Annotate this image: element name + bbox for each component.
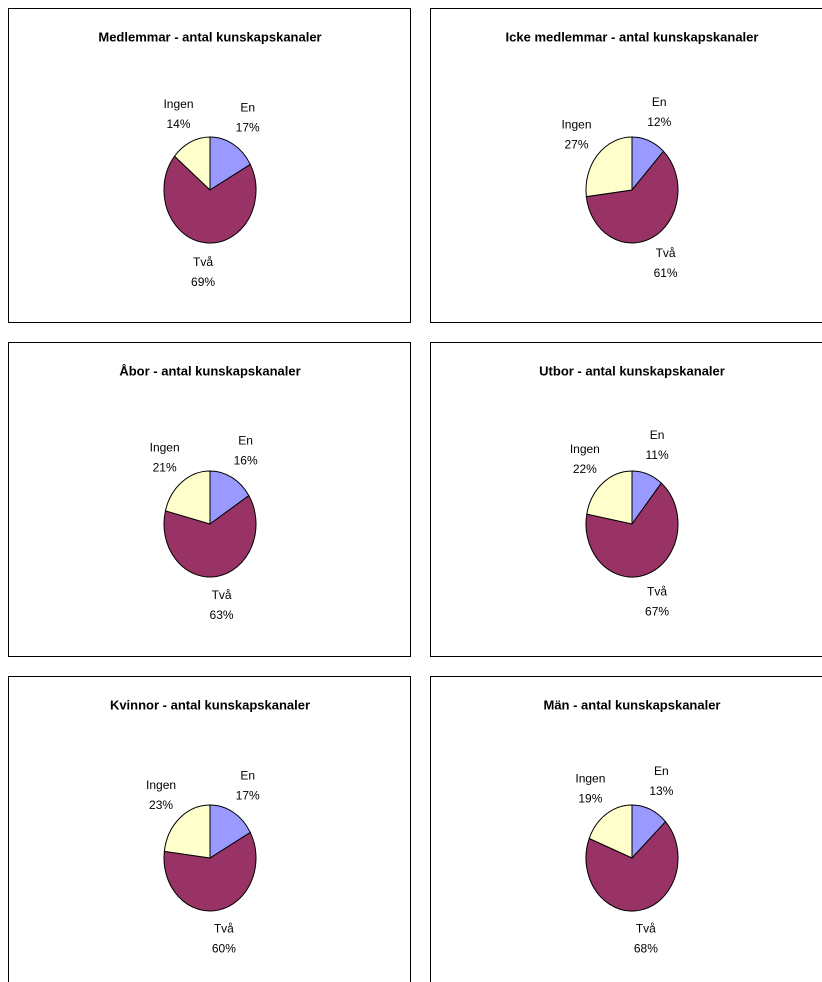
- pie-slice: [585, 820, 679, 912]
- slice-value: 23%: [149, 798, 173, 812]
- chart-title: Män - antal kunskapskanaler: [543, 697, 720, 712]
- pie-slice: [209, 804, 251, 859]
- slice-label: Ingen: [146, 778, 176, 792]
- slice-value: 14%: [166, 117, 190, 131]
- slice-label: Två: [636, 922, 656, 936]
- pie-slice: [585, 482, 679, 578]
- slice-label: En: [650, 428, 665, 442]
- pie-slice: [585, 150, 679, 244]
- slice-value: 11%: [645, 448, 668, 462]
- slice-value: 67%: [645, 604, 669, 618]
- slice-value: 17%: [236, 789, 260, 803]
- slice-value: 13%: [649, 784, 673, 798]
- slice-value: 22%: [573, 462, 597, 476]
- slice-label: Ingen: [150, 441, 180, 455]
- slice-label: Ingen: [570, 442, 600, 456]
- pie-slice: [209, 470, 250, 525]
- slice-label: Ingen: [575, 772, 605, 786]
- slice-value: 16%: [234, 453, 258, 467]
- slice-label: Två: [212, 588, 232, 602]
- chart-title: Utbor - antal kunskapskanaler: [539, 363, 725, 378]
- pie-slice: [588, 804, 633, 859]
- pie-slice: [586, 470, 633, 525]
- slice-value: 68%: [634, 942, 658, 956]
- slice-value: 60%: [212, 942, 236, 956]
- chart-title: Kvinnor - antal kunskapskanaler: [110, 697, 310, 712]
- pie-slice: [163, 831, 257, 912]
- slice-value: 21%: [153, 461, 177, 475]
- slice-label: Två: [656, 246, 676, 260]
- slice-label: En: [652, 95, 667, 109]
- slice-value: 19%: [578, 792, 602, 806]
- slice-value: 12%: [647, 115, 671, 129]
- slice-label: Två: [647, 584, 667, 598]
- slice-label: En: [240, 101, 255, 115]
- chart-title: Åbor - antal kunskapskanaler: [119, 363, 300, 378]
- pie-slice: [163, 155, 257, 244]
- slice-label: Två: [193, 255, 213, 269]
- slice-value: 61%: [654, 266, 678, 280]
- slice-label: En: [240, 769, 255, 783]
- pie-slice: [163, 804, 211, 859]
- pie-slice: [163, 494, 257, 578]
- slice-value: 17%: [236, 121, 260, 135]
- slice-value: 27%: [564, 137, 588, 151]
- slice-label: En: [654, 764, 669, 778]
- chart-title: Icke medlemmar - antal kunskapskanaler: [506, 29, 759, 44]
- chart-title: Medlemmar - antal kunskapskanaler: [98, 29, 321, 44]
- pie-slice: [173, 136, 211, 192]
- slice-label: Ingen: [561, 117, 591, 131]
- slice-label: Två: [214, 922, 234, 936]
- slice-label: Ingen: [163, 97, 193, 111]
- slice-value: 63%: [210, 608, 234, 622]
- pie-slice: [164, 470, 211, 525]
- slice-label: En: [238, 433, 253, 447]
- pie-slice: [585, 136, 633, 198]
- pie-slice: [209, 136, 251, 191]
- slice-value: 69%: [191, 275, 215, 289]
